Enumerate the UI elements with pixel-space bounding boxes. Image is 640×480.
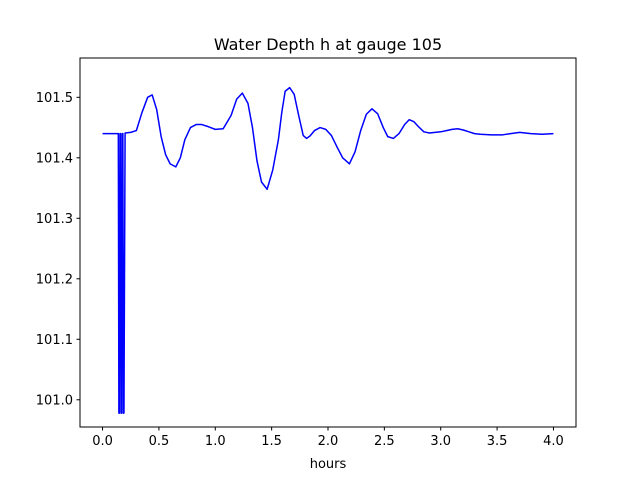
- chart-title: Water Depth h at gauge 105: [214, 35, 442, 54]
- x-tick-label: 1.5: [261, 434, 282, 449]
- x-tick-label: 3.5: [487, 434, 508, 449]
- x-tick-label: 0.0: [92, 434, 113, 449]
- y-axis: 101.0 101.1 101.2 101.3 101.4 101.5: [36, 91, 80, 408]
- axes-frame: [79, 57, 577, 428]
- x-tick-label: 4.0: [543, 434, 564, 449]
- x-axis: 0.0 0.5 1.0 1.5 2.0 2.5 3.0 3.5 4.0: [92, 427, 564, 449]
- y-tick-label: 101.2: [36, 272, 73, 287]
- plot-area: [102, 86, 554, 414]
- y-tick-label: 101.4: [36, 151, 73, 166]
- x-tick-label: 2.0: [318, 434, 339, 449]
- x-tick-label: 1.0: [205, 434, 226, 449]
- y-tick-label: 101.0: [36, 393, 73, 408]
- y-tick-label: 101.1: [36, 333, 73, 348]
- x-tick-label: 2.5: [374, 434, 395, 449]
- x-tick-label: 3.0: [430, 434, 451, 449]
- y-tick-label: 101.5: [36, 91, 73, 106]
- y-tick-label: 101.3: [36, 212, 73, 227]
- x-tick-label: 0.5: [149, 434, 170, 449]
- x-axis-label: hours: [310, 457, 347, 472]
- series-line-0: [102, 86, 554, 414]
